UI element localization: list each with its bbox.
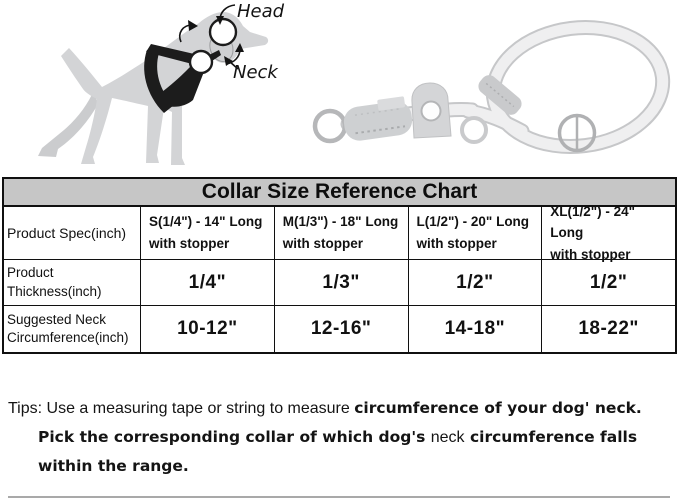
tips-line-2: Pick the corresponding collar of which d… <box>8 423 674 452</box>
size-s-line2: with stopper <box>149 236 230 251</box>
table-title: Collar Size Reference Chart <box>4 179 675 207</box>
size-xl-line1: XL(1/2") - 24" Long <box>550 203 636 241</box>
collar-sleeve <box>478 75 522 115</box>
size-m-line1: M(1/3") - 18" Long <box>282 214 399 230</box>
dog-illustration: Head Neck <box>38 1 285 165</box>
size-col-header-s: S(1/4") - 14" Long with stopper <box>140 207 274 259</box>
dog-far-rear-leg <box>38 90 98 157</box>
collar-tab <box>411 82 452 139</box>
row-label-circumference: Suggested Neck Circumference(inch) <box>4 305 140 352</box>
head-marker <box>208 17 238 47</box>
spec-header-cell: Product Spec(inch) <box>7 225 127 241</box>
thickness-value-l: 1/2" <box>407 259 542 305</box>
collar-left-ring-icon <box>312 108 348 144</box>
dog-body <box>61 12 269 165</box>
size-col-header-m: M(1/3") - 18" Long with stopper <box>273 207 408 259</box>
circumference-value-l: 14-18" <box>407 305 542 352</box>
size-m-line2: with stopper <box>282 236 363 251</box>
size-col-header-l: L(1/2") - 20" Long with stopper <box>407 207 542 259</box>
head-label: Head <box>237 1 285 22</box>
tips-text: Tips: Use a measuring tape or string to … <box>8 394 674 480</box>
size-diagram: Head Neck <box>38 1 671 165</box>
tips-line2-bold-a: Pick the corresponding collar of which d… <box>38 428 431 446</box>
tips-lead: Tips: <box>8 400 43 417</box>
collar-illustration <box>312 20 671 154</box>
bottom-divider <box>8 496 670 498</box>
circumference-value-s: 10-12" <box>140 305 274 352</box>
tips-line2-normal: neck <box>430 429 465 446</box>
collar-crimp <box>343 96 413 141</box>
head-arrow <box>216 4 236 25</box>
thickness-value-xl: 1/2" <box>541 259 675 305</box>
collar-stopper-ring-icon <box>557 113 597 153</box>
size-s-line1: S(1/4") - 14" Long <box>149 214 263 230</box>
neck-label-arrow <box>224 56 239 70</box>
tips-line-1: Tips: Use a measuring tape or string to … <box>8 394 674 423</box>
thickness-value-m: 1/3" <box>273 259 408 305</box>
table-grid: Product Spec(inch) S(1/4") - 14" Long wi… <box>4 204 675 352</box>
thickness-value-s: 1/4" <box>140 259 274 305</box>
neck-marker <box>188 49 214 75</box>
tips-line1-bold: circumference of your dog' neck. <box>354 399 642 417</box>
tips-line1-normal: Use a measuring tape or string to measur… <box>42 400 355 417</box>
tips-line-3: within the range. <box>38 457 189 475</box>
size-col-header-xl: XL(1/2") - 24" Long with stopper <box>541 204 675 262</box>
size-l-line1: L(1/2") - 20" Long <box>416 214 530 230</box>
neck-label: Neck <box>233 62 279 83</box>
neck-rotation-arrow <box>178 20 198 43</box>
size-l-line2: with stopper <box>416 236 497 251</box>
size-reference-table: Collar Size Reference Chart Product Spec… <box>2 177 677 354</box>
row-label-thickness: Product Thickness(inch) <box>4 259 140 305</box>
size-xl-line2: with stopper <box>550 246 631 262</box>
circumference-value-xl: 18-22" <box>541 305 675 352</box>
tips-line2-bold-b: circumference falls <box>464 428 638 446</box>
collar-small-ring-icon <box>460 116 488 144</box>
circumference-value-m: 12-16" <box>273 305 408 352</box>
